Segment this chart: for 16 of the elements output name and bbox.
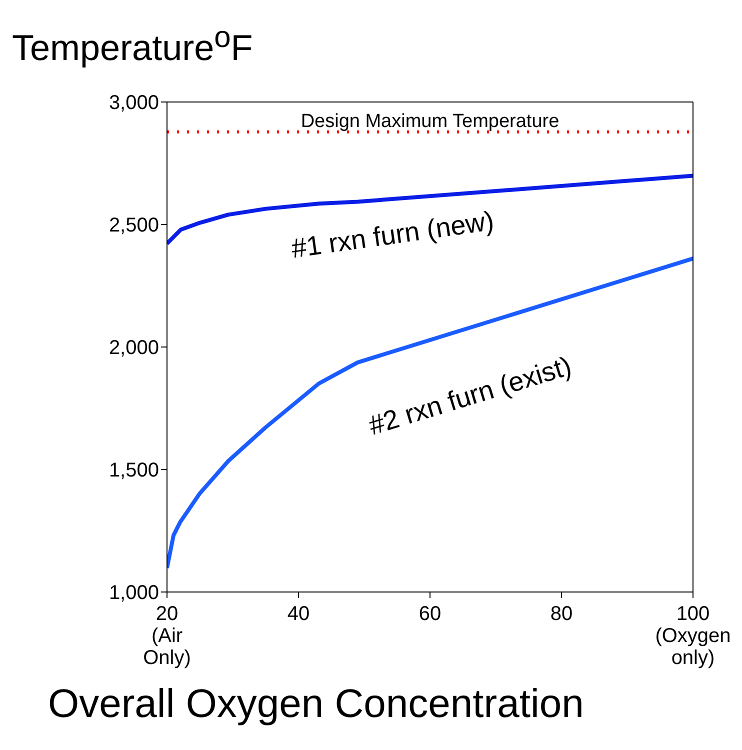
y-tick-label: 2,000 (108, 337, 159, 360)
text: #1 rxn furn (new) (289, 206, 496, 264)
line-series (167, 256, 693, 570)
y-axis-title: Temperature$^{o}$F (11, 20, 254, 68)
x-tick-label: 60 (418, 603, 442, 625)
x-tick-label: 100 (Oxygen only) (655, 603, 731, 669)
y-tick-label: 3,000 (108, 92, 159, 114)
ref-line-label: Design Maximum Temperature (300, 110, 560, 132)
text: #2 rxn furn (exist) (365, 350, 575, 441)
y-tick-label: 1,000 (108, 582, 159, 604)
x-tick-label: 20 (Air Only) (143, 603, 191, 669)
y-tick-label: 1,500 (108, 460, 159, 482)
x-axis-title: Overall Oxygen Concentration (47, 682, 585, 727)
y-tick-label: 2,500 (108, 214, 159, 237)
x-tick-label: 80 (550, 603, 573, 625)
x-tick-label: 40 (287, 603, 310, 625)
